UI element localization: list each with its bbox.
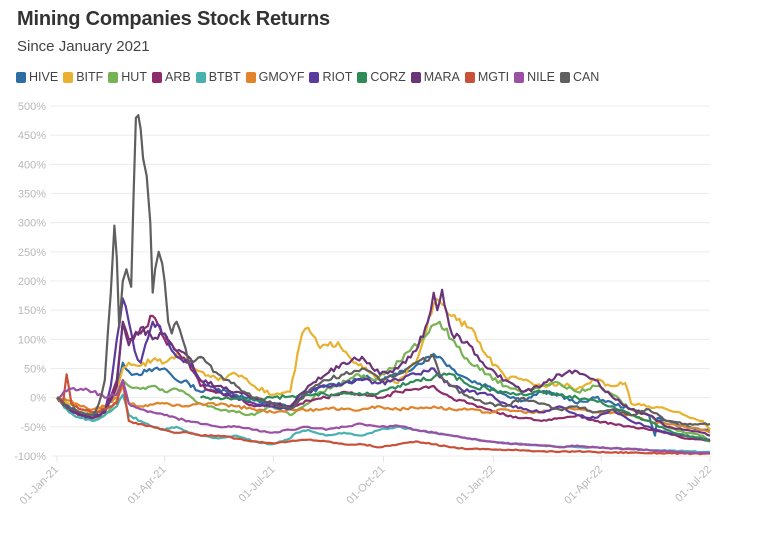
y-tick-label: 150% (18, 305, 46, 317)
x-tick-label: 01-Jan-21 (18, 464, 62, 508)
legend-swatch (410, 71, 421, 83)
legend-swatch (63, 71, 74, 83)
y-tick-label: 450% (18, 130, 46, 142)
x-tick-label: 01-Apr-21 (126, 464, 169, 507)
legend-item-can[interactable]: CAN (559, 70, 600, 84)
legend-label: HIVE (29, 70, 59, 84)
series-line-gmoyf (56, 384, 711, 434)
legend-swatch (195, 71, 206, 83)
legend-label: MARA (423, 70, 460, 84)
legend-swatch (151, 71, 162, 83)
legend-label: BTBT (208, 70, 241, 84)
legend-label: GMOYF (258, 70, 305, 84)
chart-legend: HIVE BITF HUT ARB BTBT GMOYF RIOT CORZ MARA MGTI N… (16, 70, 604, 84)
legend-swatch (16, 71, 26, 83)
series-line-nile (56, 379, 711, 455)
x-tick-label: 01-Apr-22 (562, 464, 605, 507)
x-tick-label: 01-Jul-21 (237, 464, 278, 505)
legend-item-gmoyf[interactable]: GMOYF (245, 70, 305, 84)
legend-swatch (245, 71, 256, 83)
legend-item-riot[interactable]: RIOT (309, 70, 352, 84)
legend-item-arb[interactable]: ARB (151, 70, 191, 84)
x-tick-label: 01-Oct-21 (345, 464, 388, 507)
legend-label: CAN (572, 70, 600, 84)
y-tick-label: 300% (18, 218, 46, 230)
series-lines (56, 114, 711, 456)
series-line-corz (200, 372, 711, 443)
legend-label: ARB (164, 70, 191, 84)
legend-swatch (464, 71, 475, 83)
legend-label: NILE (527, 70, 555, 84)
legend-item-hut[interactable]: HUT (108, 70, 147, 84)
legend-item-mara[interactable]: MARA (410, 70, 460, 84)
legend-item-mgti[interactable]: MGTI (464, 70, 510, 84)
legend-label: RIOT (322, 70, 353, 84)
series-line-can (56, 114, 711, 426)
chart-title: Mining Companies Stock Returns (17, 8, 330, 30)
legend-label: CORZ (370, 70, 406, 84)
y-tick-label: 500% (18, 101, 46, 113)
x-axis-ticks: 01-Jan-21 01-Apr-21 01-Jul-21 01-Oct-21 01-J… (18, 456, 714, 508)
legend-label: BITF (76, 70, 104, 84)
y-tick-label: 50% (24, 364, 46, 376)
gridlines (50, 105, 710, 457)
y-tick-label: 350% (18, 189, 46, 201)
y-tick-label: 200% (18, 276, 46, 288)
legend-label: HUT (121, 70, 147, 84)
x-tick-label: 01-Jul-22 (673, 464, 714, 505)
y-tick-label: 100% (18, 334, 46, 346)
y-tick-label: 0% (30, 393, 46, 405)
legend-item-bitf[interactable]: BITF (63, 70, 103, 84)
legend-item-corz[interactable]: CORZ (357, 70, 406, 84)
y-tick-label: 400% (18, 159, 46, 171)
y-tick-label: -100% (14, 451, 46, 463)
legend-swatch (514, 71, 525, 83)
y-axis-ticks: 500% 450% 400% 350% 300% 250% 200% 150% 100% 50% 0… (14, 101, 46, 463)
chart-subtitle: Since January 2021 (17, 38, 150, 55)
legend-swatch (559, 71, 570, 83)
legend-swatch (309, 71, 320, 83)
series-line-mara (56, 288, 711, 437)
legend-item-nile[interactable]: NILE (514, 70, 555, 84)
legend-item-hive[interactable]: HIVE (16, 70, 58, 84)
x-tick-label: 01-Jan-22 (454, 464, 498, 508)
legend-swatch (108, 71, 119, 83)
series-line-mgti (56, 373, 711, 456)
legend-label: MGTI (477, 70, 510, 84)
legend-swatch (357, 71, 368, 83)
y-tick-label: -50% (20, 422, 46, 434)
legend-item-btbt[interactable]: BTBT (195, 70, 241, 84)
y-tick-label: 250% (18, 247, 46, 259)
